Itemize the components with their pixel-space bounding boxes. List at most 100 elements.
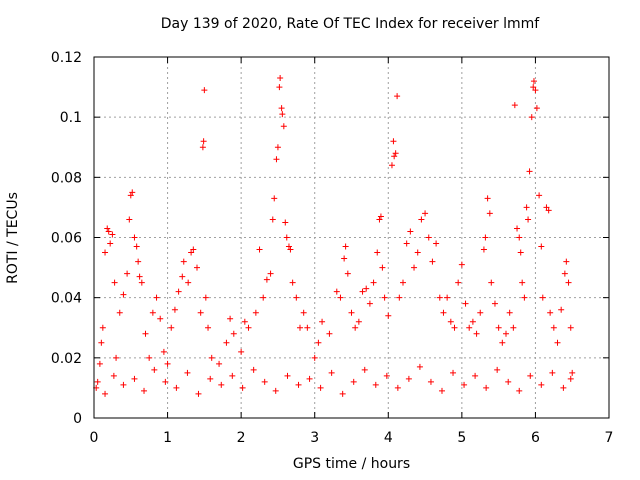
data-point (287, 246, 294, 253)
data-point (151, 366, 158, 373)
data-point (190, 246, 197, 253)
data-point (107, 240, 114, 247)
data-point (416, 363, 423, 370)
data-point (252, 309, 259, 316)
data-point (133, 243, 140, 250)
data-point (400, 279, 406, 286)
y-tick-label: 0.1 (60, 110, 82, 126)
data-point (179, 273, 186, 280)
x-tick-label: 5 (457, 430, 466, 446)
data-point (306, 375, 313, 382)
data-point (227, 315, 234, 322)
data-point (218, 381, 225, 388)
data-point (525, 216, 532, 223)
data-point (160, 348, 167, 355)
data-point (188, 249, 195, 256)
data-point (284, 372, 291, 379)
data-point (113, 354, 120, 361)
data-point (295, 381, 302, 388)
data-point (199, 144, 206, 151)
data-point (495, 324, 502, 331)
data-point (355, 318, 362, 325)
data-point (311, 354, 318, 361)
data-point (261, 378, 268, 385)
data-point (120, 291, 127, 298)
data-point (523, 204, 530, 211)
data-point (272, 387, 279, 394)
data-point (131, 234, 138, 241)
data-point (207, 375, 214, 382)
data-point (282, 219, 289, 226)
data-point (458, 261, 465, 268)
data-point (482, 234, 489, 241)
data-point (440, 309, 447, 316)
data-point (532, 87, 539, 94)
data-point (385, 312, 392, 319)
plot-frame (93, 56, 610, 419)
y-axis-label: ROTI / TECUs (5, 192, 21, 284)
data-point (438, 387, 445, 394)
data-point (116, 309, 123, 316)
data-point (488, 279, 495, 286)
data-point (391, 153, 398, 160)
data-point (98, 339, 105, 346)
data-point (260, 294, 267, 301)
data-point (516, 387, 523, 394)
data-point (366, 300, 373, 307)
data-point (538, 381, 545, 388)
data-point (180, 258, 187, 265)
data-point (279, 111, 286, 118)
data-point (157, 315, 164, 322)
x-tick-label: 3 (310, 430, 319, 446)
data-point (162, 378, 169, 385)
x-tick-label: 1 (163, 430, 172, 446)
data-point (363, 285, 370, 292)
data-point (405, 375, 412, 382)
data-point (127, 192, 134, 199)
data-point (411, 264, 418, 271)
y-tick-label: 0 (73, 411, 82, 427)
data-point (129, 189, 136, 196)
data-point (238, 348, 245, 355)
data-point (342, 243, 349, 250)
data-point (277, 75, 284, 82)
data-point (153, 294, 160, 301)
data-point (328, 369, 335, 376)
data-point (549, 369, 556, 376)
data-point (486, 210, 493, 217)
data-point (285, 243, 292, 250)
data-point (168, 324, 175, 331)
data-point (558, 306, 565, 313)
data-point (462, 300, 469, 307)
axis-ticks: 0 1 2 3 4 5 6 7 0 0.02 0.04 0.06 0.08 0.1 0.12 (51, 50, 614, 446)
data-point (124, 270, 131, 277)
data-point (425, 234, 432, 241)
x-tick-label: 2 (237, 430, 246, 446)
data-point (392, 150, 399, 157)
data-point (561, 270, 568, 277)
y-tick-label: 0.12 (51, 50, 82, 66)
data-point (436, 294, 443, 301)
data-point (304, 324, 311, 331)
data-point (429, 258, 436, 265)
data-point (407, 228, 414, 235)
data-point (563, 258, 570, 265)
data-point (511, 102, 518, 109)
data-point (102, 390, 109, 397)
data-point (433, 240, 440, 247)
data-point (293, 294, 300, 301)
data-point (521, 294, 528, 301)
data-point (200, 138, 207, 145)
data-point (315, 339, 322, 346)
data-point (138, 279, 145, 286)
data-point (376, 216, 383, 223)
data-point (381, 294, 388, 301)
data-point (216, 360, 223, 367)
data-point (491, 300, 498, 307)
data-point (239, 384, 246, 391)
data-point (567, 375, 574, 382)
data-point (359, 288, 366, 295)
data-point (455, 279, 462, 286)
data-point (483, 384, 490, 391)
